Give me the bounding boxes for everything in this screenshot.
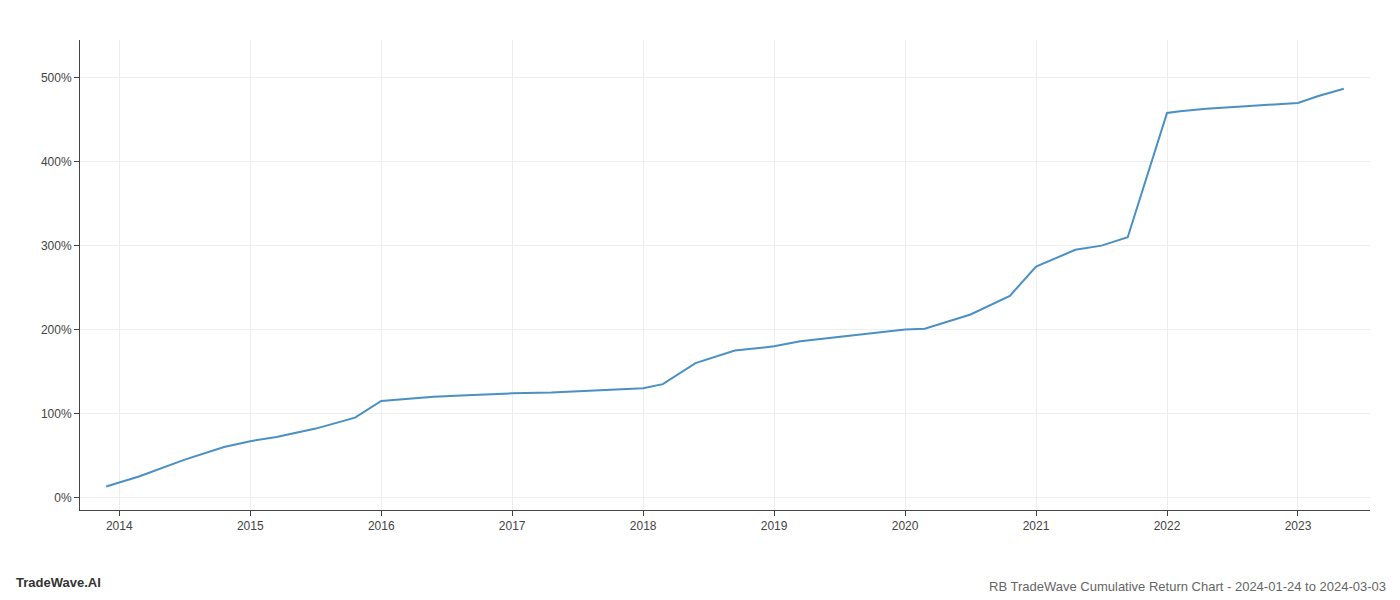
svg-text:100%: 100% — [41, 407, 72, 421]
svg-text:RB TradeWave Cumulative Return: RB TradeWave Cumulative Return Chart - 2… — [989, 579, 1386, 594]
svg-text:2016: 2016 — [368, 519, 395, 533]
svg-text:2020: 2020 — [892, 519, 919, 533]
svg-text:2017: 2017 — [499, 519, 526, 533]
svg-text:2018: 2018 — [630, 519, 657, 533]
svg-text:300%: 300% — [41, 239, 72, 253]
svg-text:500%: 500% — [41, 71, 72, 85]
svg-text:2019: 2019 — [761, 519, 788, 533]
svg-text:2015: 2015 — [237, 519, 264, 533]
svg-text:TradeWave.AI: TradeWave.AI — [16, 575, 101, 590]
svg-text:200%: 200% — [41, 323, 72, 337]
svg-text:0%: 0% — [54, 491, 72, 505]
svg-text:2021: 2021 — [1023, 519, 1050, 533]
svg-text:400%: 400% — [41, 155, 72, 169]
svg-text:2022: 2022 — [1154, 519, 1181, 533]
svg-text:2023: 2023 — [1285, 519, 1312, 533]
svg-text:2014: 2014 — [106, 519, 133, 533]
